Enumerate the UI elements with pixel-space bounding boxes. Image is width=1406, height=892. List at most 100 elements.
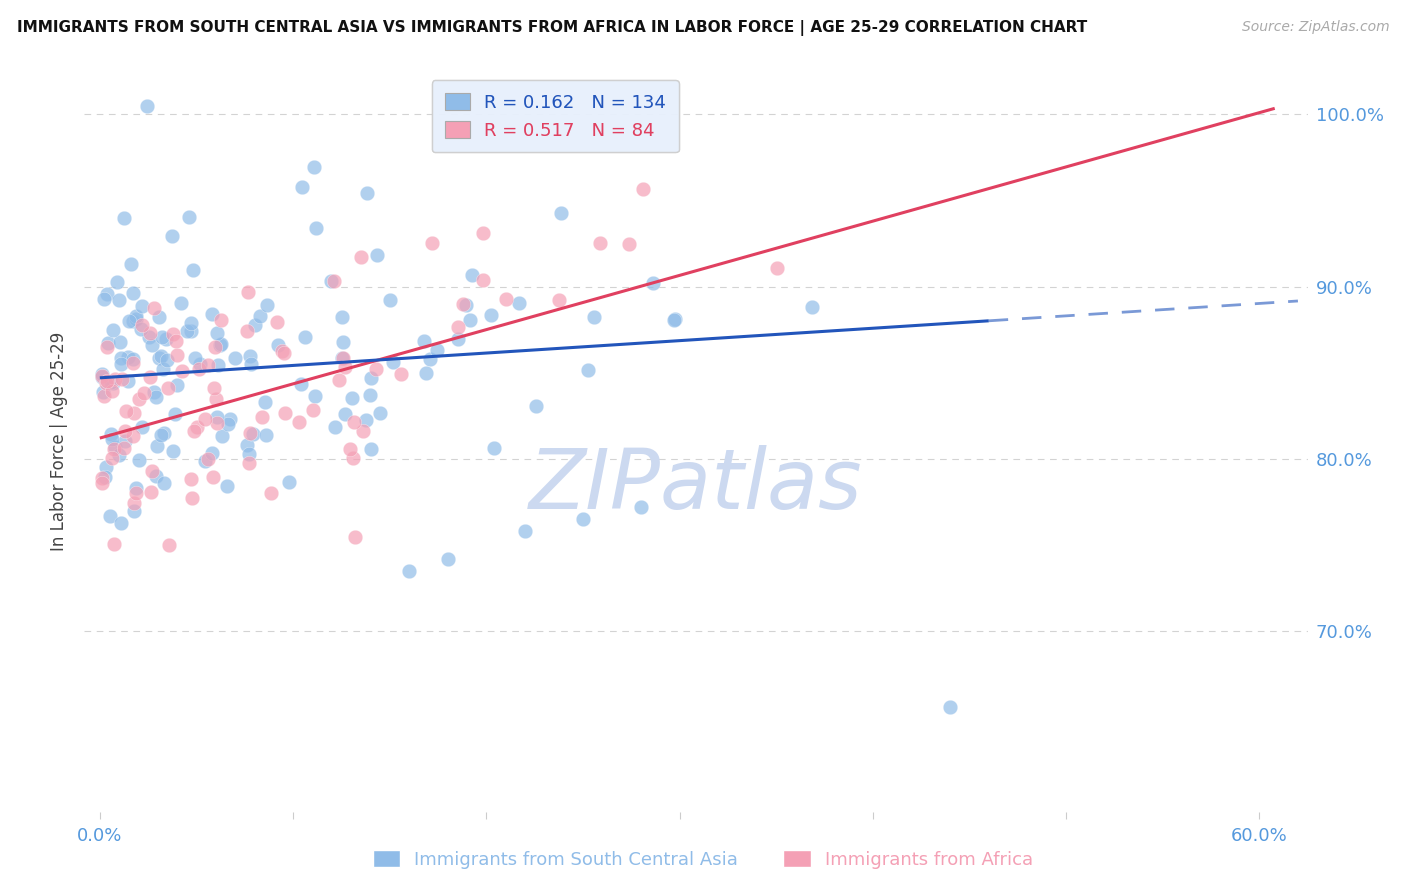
Point xyxy=(378,293,401,307)
Y-axis label: In Labor Force | Age 25-29: In Labor Force | Age 25-29 xyxy=(51,332,69,551)
Point xyxy=(218,411,240,425)
Point xyxy=(157,538,180,552)
Point xyxy=(205,392,228,407)
Point xyxy=(90,470,112,484)
Point xyxy=(631,182,654,196)
Point xyxy=(108,448,131,462)
Point xyxy=(332,335,354,350)
Point xyxy=(352,425,374,439)
Point xyxy=(125,309,148,323)
Point xyxy=(110,516,132,530)
Point xyxy=(328,373,350,387)
Point xyxy=(209,337,232,351)
Point xyxy=(447,320,470,334)
Point xyxy=(524,399,547,413)
Point xyxy=(366,248,388,262)
Point xyxy=(169,296,191,310)
Point xyxy=(152,362,174,376)
Point xyxy=(163,407,186,421)
Point xyxy=(235,324,257,338)
Point xyxy=(294,330,316,344)
Point xyxy=(249,309,271,323)
Point xyxy=(332,351,354,365)
Point xyxy=(333,407,356,421)
Point xyxy=(550,206,572,220)
Point xyxy=(389,367,412,381)
Point xyxy=(124,495,146,509)
Point xyxy=(100,376,122,390)
Point xyxy=(148,351,170,365)
Point xyxy=(150,428,173,442)
Point xyxy=(513,524,536,538)
Point xyxy=(120,257,142,271)
Point xyxy=(139,484,162,499)
Point xyxy=(166,377,188,392)
Point xyxy=(143,385,166,400)
Point xyxy=(180,491,202,506)
Point xyxy=(90,368,112,382)
Point xyxy=(96,374,118,388)
Point xyxy=(239,349,262,363)
Point xyxy=(155,332,177,346)
Point xyxy=(197,358,219,372)
Point xyxy=(359,387,381,401)
Point xyxy=(100,384,122,398)
Point xyxy=(103,537,125,551)
Point xyxy=(93,389,115,403)
Point xyxy=(217,417,239,431)
Point xyxy=(101,376,124,390)
Point xyxy=(180,473,202,487)
Point xyxy=(100,451,122,466)
Point xyxy=(186,420,208,434)
Point xyxy=(204,340,226,354)
Point xyxy=(143,301,166,315)
Point xyxy=(356,186,378,201)
Point xyxy=(939,699,962,714)
Point xyxy=(125,481,148,495)
Point xyxy=(104,441,127,455)
Point xyxy=(254,428,277,442)
Point xyxy=(260,486,283,500)
Point xyxy=(94,459,117,474)
Point xyxy=(157,381,180,395)
Point xyxy=(201,446,224,460)
Point xyxy=(765,261,787,276)
Point xyxy=(321,274,343,288)
Point xyxy=(131,420,153,434)
Point xyxy=(145,468,167,483)
Point xyxy=(94,470,117,484)
Point xyxy=(456,298,478,312)
Point xyxy=(150,329,173,343)
Point xyxy=(242,427,264,442)
Point xyxy=(617,236,640,251)
Point xyxy=(114,434,136,448)
Point xyxy=(548,293,571,308)
Point xyxy=(122,351,145,366)
Point xyxy=(180,325,202,339)
Point xyxy=(662,313,685,327)
Point xyxy=(114,211,136,225)
Point xyxy=(461,268,484,283)
Point xyxy=(153,425,176,440)
Point xyxy=(170,363,193,377)
Point xyxy=(122,357,145,371)
Point xyxy=(217,479,239,493)
Point xyxy=(96,340,118,354)
Point xyxy=(207,358,229,372)
Point xyxy=(138,330,160,344)
Point xyxy=(180,316,202,330)
Point xyxy=(125,486,148,500)
Point xyxy=(108,334,131,349)
Point xyxy=(98,508,121,523)
Point xyxy=(124,311,146,326)
Point xyxy=(141,337,163,351)
Point xyxy=(339,442,361,457)
Point xyxy=(162,326,184,341)
Point xyxy=(360,442,382,457)
Point xyxy=(589,235,612,250)
Point xyxy=(224,351,246,365)
Point xyxy=(305,220,328,235)
Point xyxy=(343,415,366,429)
Point xyxy=(122,314,145,328)
Point xyxy=(100,426,122,441)
